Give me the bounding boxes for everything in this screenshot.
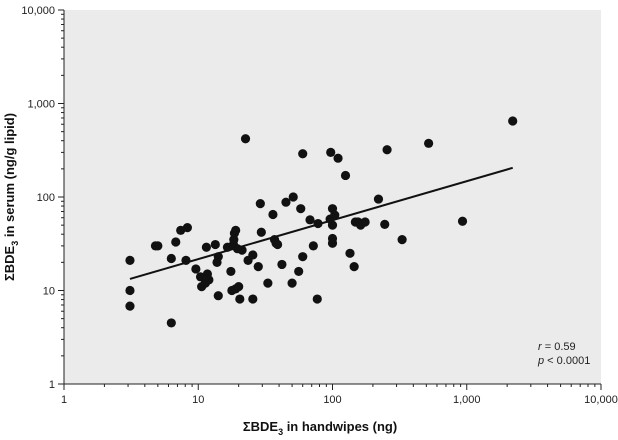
x-axis-title: ΣBDE3 in handwipes (ng) <box>243 419 397 437</box>
correlation-annotation: r = 0.59 <box>538 341 576 353</box>
data-point <box>313 218 323 229</box>
y-tick-label: 10,000 <box>21 5 55 17</box>
data-point <box>287 278 297 288</box>
data-point <box>298 252 308 262</box>
x-tick-label: 1,000 <box>453 394 481 406</box>
data-point <box>397 235 407 245</box>
data-point <box>268 209 278 220</box>
data-point <box>181 255 191 265</box>
data-point <box>153 241 163 251</box>
y-tick-label: 1,000 <box>27 99 55 111</box>
data-point <box>294 266 304 277</box>
data-point <box>255 198 265 209</box>
data-point <box>234 282 244 292</box>
data-point <box>349 262 359 272</box>
y-axis-title-subscript: 3 <box>10 241 20 246</box>
y-tick-label: 10 <box>43 286 55 298</box>
y-axis-title: ΣBDE3 in serum (ng/g lipid) <box>2 113 20 281</box>
data-points-layer <box>125 116 518 328</box>
data-point <box>373 194 384 204</box>
data-point <box>125 285 135 296</box>
data-point <box>204 275 214 285</box>
y-tick-label: 1 <box>49 379 55 391</box>
data-point <box>125 301 135 311</box>
x-tick-label: 10,000 <box>584 394 618 406</box>
axes <box>63 10 601 385</box>
data-point <box>382 145 392 155</box>
data-point <box>340 170 351 181</box>
data-point <box>210 239 220 250</box>
data-point <box>237 245 247 255</box>
data-point <box>171 237 181 247</box>
data-point <box>231 225 241 235</box>
x-tick-label: 1 <box>61 394 67 406</box>
data-point <box>182 223 192 233</box>
data-point <box>327 233 338 244</box>
data-point <box>125 255 135 265</box>
data-point <box>380 219 390 229</box>
data-point <box>277 259 287 270</box>
x-axis-title-subscript: 3 <box>278 427 283 437</box>
data-point <box>296 204 306 214</box>
data-point <box>240 134 251 144</box>
data-point <box>213 252 223 262</box>
data-point <box>248 250 258 260</box>
data-point <box>308 241 318 251</box>
x-tick-label: 10 <box>192 394 204 406</box>
data-point <box>263 278 273 288</box>
data-point <box>248 294 258 304</box>
data-point <box>273 239 283 250</box>
data-point <box>333 153 343 163</box>
y-tick-label: 100 <box>37 192 55 204</box>
data-point <box>305 215 315 225</box>
data-point <box>226 266 236 277</box>
data-point <box>330 210 340 220</box>
data-point <box>360 217 370 227</box>
data-point <box>326 147 336 157</box>
data-point <box>457 216 468 226</box>
data-point <box>327 220 338 230</box>
data-point <box>201 242 211 252</box>
x-tick-label: 100 <box>323 394 341 406</box>
data-point <box>281 197 291 207</box>
plot-area <box>64 10 601 384</box>
data-point <box>166 318 176 328</box>
data-point <box>312 294 322 304</box>
data-point <box>213 291 223 301</box>
axis-ticks: 1 10 100 1,000 10,000 1 10 100 1,000 10,000 <box>21 5 617 406</box>
data-point <box>508 116 518 126</box>
data-point <box>298 149 308 159</box>
data-point <box>191 264 201 274</box>
data-point <box>253 262 263 272</box>
data-point <box>235 294 245 304</box>
data-point <box>424 138 434 148</box>
p-value-annotation: p < 0.0001 <box>537 355 590 367</box>
data-point <box>256 227 266 237</box>
data-point <box>166 253 176 264</box>
data-point <box>288 192 298 202</box>
data-point <box>345 248 355 258</box>
